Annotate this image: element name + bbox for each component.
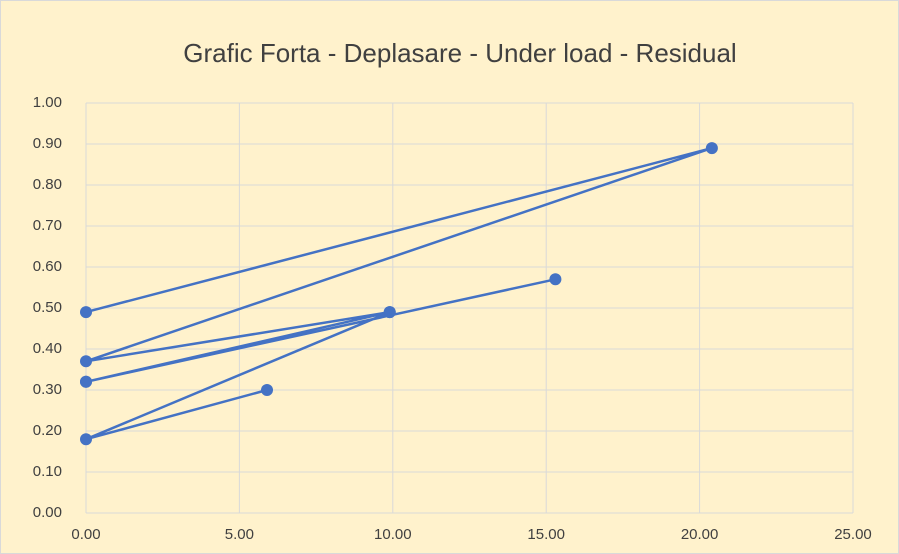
data-point — [261, 384, 274, 396]
chart-title: Grafic Forta - Deplasare - Under load - … — [183, 38, 736, 68]
series-line — [85, 146, 713, 441]
y-tick-label: 0.40 — [33, 340, 62, 357]
y-tick-label: 0.90 — [33, 135, 62, 152]
y-tick-label: 0.50 — [33, 299, 62, 316]
y-tick-label: 0.00 — [33, 504, 62, 521]
data-point — [80, 375, 92, 388]
x-tick-label: 5.00 — [225, 526, 254, 543]
y-tick-label: 0.30 — [33, 381, 62, 398]
y-tick-label: 0.60 — [33, 258, 62, 275]
y-tick-label: 0.10 — [33, 463, 62, 480]
data-point — [80, 433, 92, 446]
x-tick-label: 10.00 — [374, 526, 412, 543]
data-point — [383, 306, 396, 319]
x-tick-label: 25.00 — [834, 526, 872, 543]
x-tick-label: 0.00 — [71, 526, 100, 543]
x-tick-label: 20.00 — [681, 526, 719, 543]
y-tick-label: 0.20 — [33, 422, 62, 439]
y-tick-label: 1.00 — [33, 94, 62, 111]
y-tick-label: 0.80 — [33, 176, 62, 193]
data-point — [80, 355, 92, 368]
data-point — [705, 142, 718, 155]
x-tick-label: 15.00 — [527, 526, 565, 543]
y-tick-label: 0.70 — [33, 217, 62, 234]
data-point — [549, 273, 562, 286]
data-point — [80, 306, 92, 319]
